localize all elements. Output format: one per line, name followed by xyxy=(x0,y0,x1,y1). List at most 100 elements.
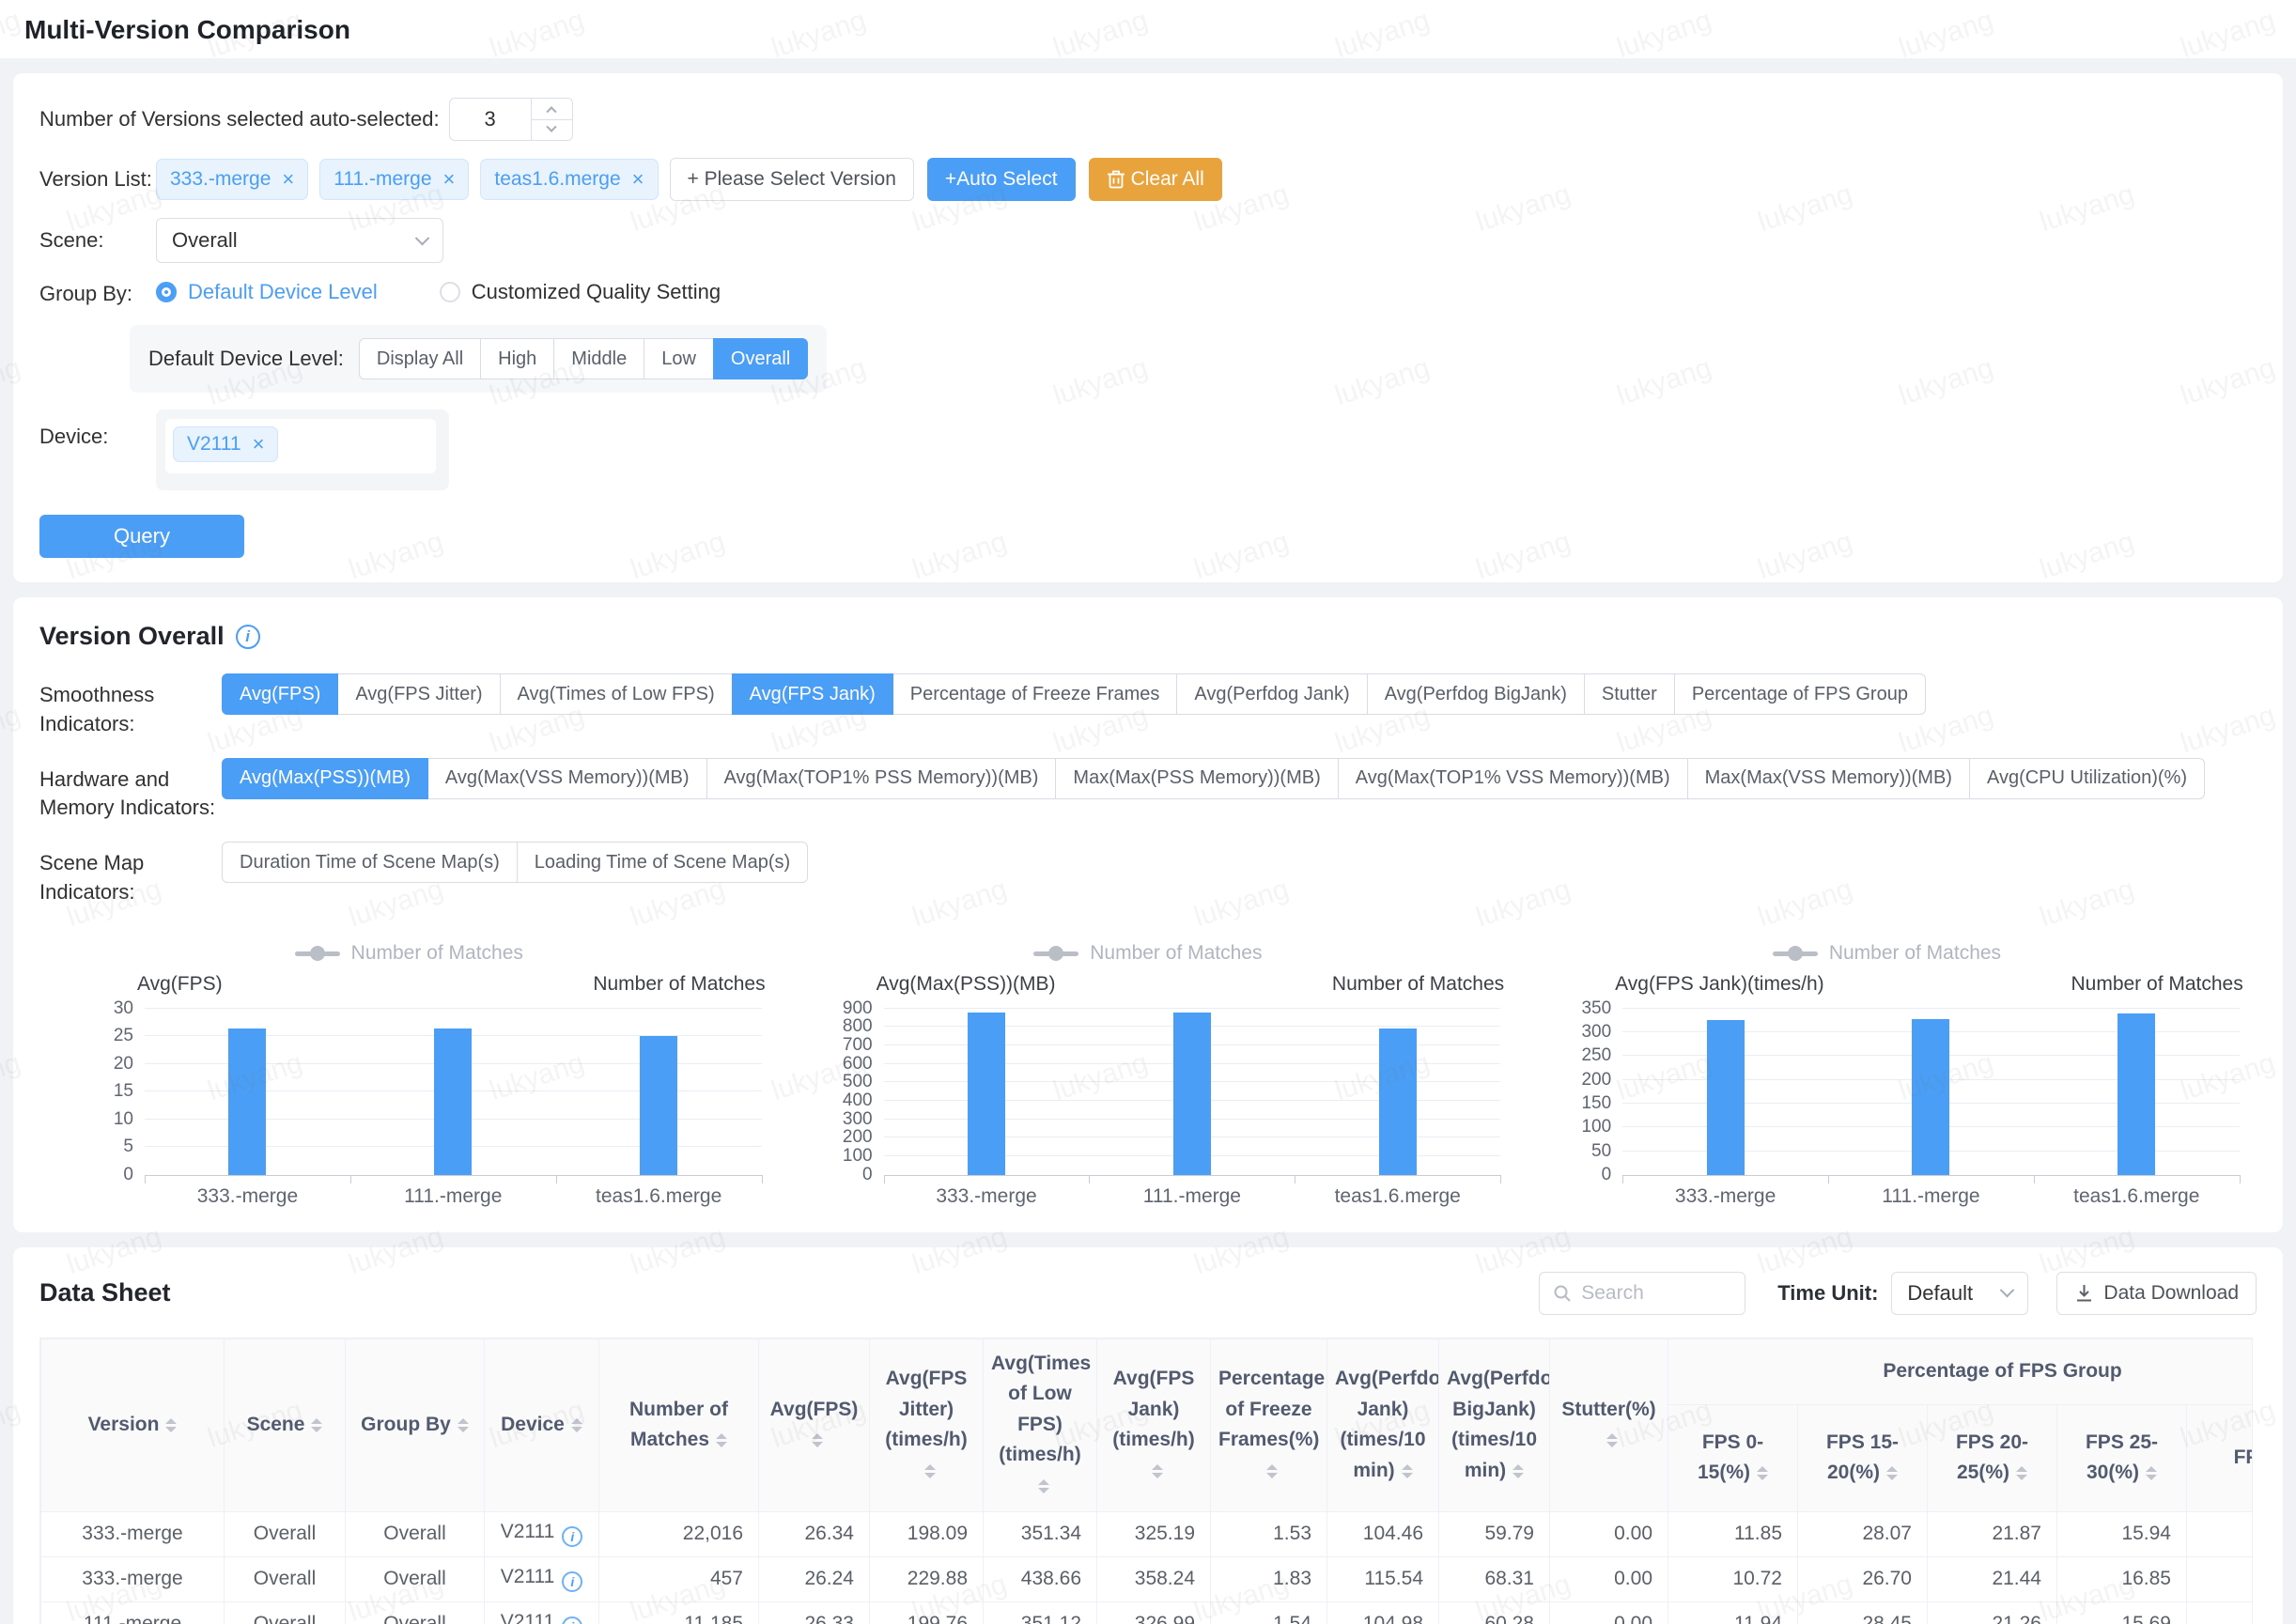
column-header[interactable]: Avg(Perfdog Jank) (times/10 min) xyxy=(1326,1338,1439,1512)
sort-icon[interactable] xyxy=(812,1433,823,1448)
indicator-button[interactable]: Avg(CPU Utilization)(%) xyxy=(1968,757,2205,799)
scene-select[interactable]: Overall xyxy=(156,218,443,263)
group-by-radio[interactable]: Default Device Level xyxy=(156,280,378,304)
column-header[interactable]: FPS 25-30(%) xyxy=(2056,1404,2187,1512)
chart-legend[interactable]: Number of Matches xyxy=(1525,939,2249,967)
device-level-button[interactable]: High xyxy=(480,338,555,379)
chart-bar[interactable] xyxy=(1706,1020,1745,1175)
indicator-button[interactable]: Max(Max(VSS Memory))(MB) xyxy=(1686,757,1970,799)
device-level-button[interactable]: Middle xyxy=(553,338,645,379)
auto-select-button[interactable]: +Auto Select xyxy=(926,158,1076,201)
close-icon[interactable]: × xyxy=(442,167,456,191)
close-icon[interactable]: × xyxy=(631,167,644,191)
indicator-button[interactable]: Avg(FPS Jank) xyxy=(731,673,893,715)
info-icon[interactable]: i xyxy=(235,624,260,649)
chart-legend[interactable]: Number of Matches xyxy=(47,939,771,967)
chart-legend[interactable]: Number of Matches xyxy=(786,939,1511,967)
column-header[interactable]: Stutter(%) xyxy=(1549,1338,1668,1512)
search-input[interactable] xyxy=(1581,1281,1732,1305)
indicator-button[interactable]: Avg(Max(TOP1% VSS Memory))(MB) xyxy=(1337,757,1688,799)
column-header[interactable]: Avg(Perfdog BigJank) (times/10 min) xyxy=(1438,1338,1550,1512)
column-header[interactable]: FPS xyxy=(2185,1404,2252,1512)
sort-icon[interactable] xyxy=(923,1463,936,1478)
search-box[interactable] xyxy=(1539,1271,1746,1315)
sort-icon[interactable] xyxy=(1606,1433,1618,1448)
column-header[interactable]: Avg(FPS) xyxy=(758,1338,870,1512)
decrease-button[interactable] xyxy=(531,119,572,140)
column-header[interactable]: Version xyxy=(40,1338,225,1512)
sort-icon[interactable] xyxy=(1037,1478,1049,1493)
indicator-button[interactable]: Avg(Perfdog Jank) xyxy=(1176,673,1368,715)
version-count-input[interactable]: 3 xyxy=(448,98,573,141)
sort-icon[interactable] xyxy=(2016,1466,2028,1481)
indicator-button[interactable]: Avg(Max(PSS))(MB) xyxy=(222,757,428,799)
chart-bar[interactable] xyxy=(434,1029,473,1175)
sort-icon[interactable] xyxy=(570,1417,582,1432)
sort-icon[interactable] xyxy=(457,1417,469,1432)
info-icon[interactable]: i xyxy=(562,1571,583,1593)
column-header[interactable]: Avg(Times of Low FPS) (times/h) xyxy=(983,1338,1097,1512)
sort-icon[interactable] xyxy=(716,1433,728,1448)
please-select-version-button[interactable]: + Please Select Version xyxy=(669,158,914,201)
indicator-button[interactable]: Stutter xyxy=(1583,673,1675,715)
indicator-button[interactable]: Loading Time of Scene Map(s) xyxy=(516,842,809,884)
sort-icon[interactable] xyxy=(1401,1463,1413,1478)
column-header[interactable]: Group By xyxy=(345,1338,485,1512)
chart-bar[interactable] xyxy=(1912,1019,1950,1175)
version-tag[interactable]: 111.-merge × xyxy=(319,159,470,200)
sort-icon[interactable] xyxy=(2146,1466,2158,1481)
info-icon[interactable]: i xyxy=(562,1526,583,1548)
column-header[interactable]: Avg(FPS Jank) (times/h) xyxy=(1096,1338,1211,1512)
indicator-button[interactable]: Avg(Max(TOP1% PSS Memory))(MB) xyxy=(706,757,1057,799)
column-header[interactable]: FPS 15-20(%) xyxy=(1797,1404,1928,1512)
query-button[interactable]: Query xyxy=(39,515,244,558)
chart-bar[interactable] xyxy=(640,1036,678,1175)
device-level-button[interactable]: Overall xyxy=(712,338,809,379)
column-header[interactable]: Avg(FPS Jitter) (times/h) xyxy=(869,1338,984,1512)
indicator-button[interactable]: Percentage of FPS Group xyxy=(1673,673,1926,715)
device-select-box[interactable]: V2111 × xyxy=(156,410,449,490)
close-icon[interactable]: × xyxy=(282,167,295,191)
version-tag[interactable]: 333.-merge × xyxy=(156,159,309,200)
indicator-button[interactable]: Percentage of Freeze Frames xyxy=(892,673,1178,715)
group-by-radio[interactable]: Customized Quality Setting xyxy=(439,280,721,304)
time-unit-select[interactable]: Default xyxy=(1891,1271,2029,1315)
column-header[interactable]: FPS 0-15(%) xyxy=(1668,1404,1798,1512)
clear-all-button[interactable]: Clear All xyxy=(1088,158,1222,201)
column-header[interactable]: Number of Matches xyxy=(598,1338,759,1512)
column-header[interactable]: Scene xyxy=(224,1338,346,1512)
table-row[interactable]: 333.-merge Overall Overall V2111 i 457 26.24 22… xyxy=(40,1555,2252,1602)
indicator-button[interactable]: Avg(Perfdog BigJank) xyxy=(1366,673,1585,715)
sort-icon[interactable] xyxy=(165,1417,178,1432)
chart-bar[interactable] xyxy=(968,1012,1005,1175)
sort-icon[interactable] xyxy=(311,1417,323,1432)
indicator-button[interactable]: Max(Max(PSS Memory))(MB) xyxy=(1055,757,1339,799)
sort-icon[interactable] xyxy=(1266,1463,1278,1478)
table-row[interactable]: 333.-merge Overall Overall V2111 i 22,016 26.3… xyxy=(40,1510,2252,1557)
column-header[interactable]: Percentage of Freeze Frames(%) xyxy=(1210,1338,1327,1512)
device-level-button[interactable]: Display All xyxy=(358,338,482,379)
indicator-button[interactable]: Duration Time of Scene Map(s) xyxy=(222,842,518,884)
chart-bar[interactable] xyxy=(2118,1013,2156,1175)
chart-bar[interactable] xyxy=(1172,1013,1211,1175)
device-level-button[interactable]: Low xyxy=(644,338,714,379)
sort-icon[interactable] xyxy=(1886,1466,1899,1481)
increase-button[interactable] xyxy=(531,99,572,120)
device-select-inner[interactable]: V2111 × xyxy=(165,419,436,473)
indicator-button[interactable]: Avg(Times of Low FPS) xyxy=(499,673,733,715)
version-tag[interactable]: teas1.6.merge × xyxy=(480,159,659,200)
sort-icon[interactable] xyxy=(1757,1466,1769,1481)
column-header[interactable]: FPS 20-25(%) xyxy=(1927,1404,2057,1512)
info-icon[interactable]: i xyxy=(562,1616,583,1624)
indicator-button[interactable]: Avg(FPS) xyxy=(222,673,339,715)
indicator-button[interactable]: Avg(FPS Jitter) xyxy=(337,673,501,715)
close-icon[interactable]: × xyxy=(252,432,265,456)
column-header[interactable]: Device xyxy=(484,1338,599,1512)
version-count-value[interactable]: 3 xyxy=(484,107,496,131)
sort-icon[interactable] xyxy=(1151,1463,1163,1478)
indicator-button[interactable]: Avg(Max(VSS Memory))(MB) xyxy=(427,757,707,799)
chart-bar[interactable] xyxy=(228,1029,267,1175)
table-row[interactable]: 111.-mergeOverallOverallV2111i11,18526.3… xyxy=(40,1601,2252,1624)
data-download-button[interactable]: Data Download xyxy=(2056,1271,2257,1315)
sort-icon[interactable] xyxy=(1513,1463,1525,1478)
